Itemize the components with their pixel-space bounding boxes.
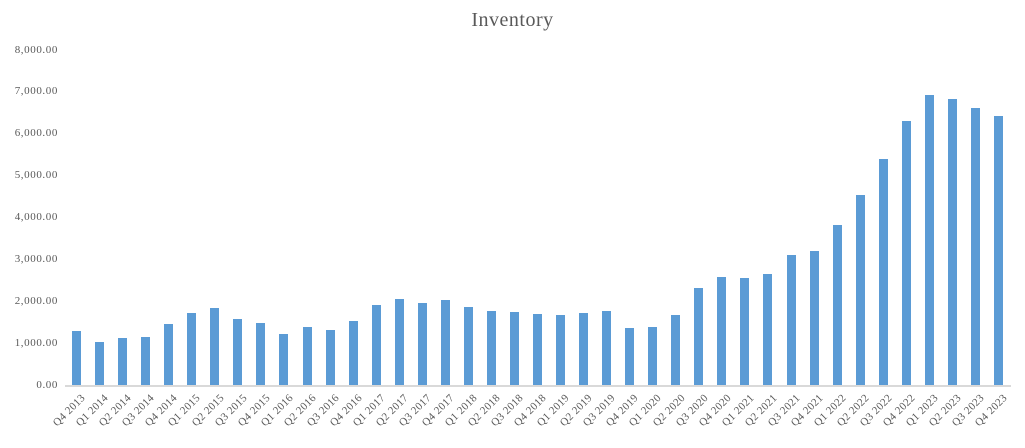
- bar-q4-2020: [717, 277, 727, 386]
- bar-q1-2016: [279, 333, 289, 386]
- bar-q3-2021: [786, 254, 796, 386]
- y-tick-label: 8,000.00: [14, 43, 58, 56]
- bar-q2-2021: [763, 274, 773, 386]
- bar-q3-2015: [233, 319, 243, 386]
- bar-q1-2015: [187, 312, 197, 386]
- bar-q2-2018: [486, 310, 496, 386]
- bar-q4-2023: [993, 116, 1003, 386]
- bar-q2-2022: [855, 195, 865, 386]
- bar-q1-2018: [463, 307, 473, 386]
- bar-q1-2023: [924, 95, 934, 386]
- bar-q1-2020: [648, 327, 658, 386]
- bar-q4-2015: [256, 323, 266, 386]
- chart-title: Inventory: [471, 9, 554, 31]
- bar-q3-2023: [970, 108, 980, 386]
- bar-q4-2013: [72, 331, 82, 386]
- bar-q2-2016: [302, 326, 312, 386]
- bar-q3-2017: [417, 302, 427, 386]
- bar-q1-2021: [740, 278, 750, 386]
- bar-q4-2021: [809, 250, 819, 386]
- bar-q3-2014: [141, 336, 151, 386]
- bar-q2-2019: [579, 313, 589, 386]
- bar-q3-2020: [694, 287, 704, 386]
- bar-q2-2023: [947, 98, 957, 386]
- bar-q2-2020: [671, 314, 681, 386]
- x-axis-line: [65, 385, 1011, 387]
- bar-q3-2016: [325, 329, 335, 386]
- bar-q3-2019: [602, 311, 612, 386]
- y-tick-label: 2,000.00: [14, 294, 58, 307]
- y-tick-label: 6,000.00: [14, 127, 58, 140]
- bar-q4-2022: [901, 120, 911, 386]
- bar-q3-2022: [878, 158, 888, 386]
- y-tick-label: 1,000.00: [14, 336, 58, 349]
- y-tick-label: 5,000.00: [14, 169, 58, 182]
- bar-q4-2014: [164, 324, 174, 386]
- bar-q2-2014: [118, 337, 128, 386]
- bar-q4-2016: [348, 321, 358, 386]
- bar-q2-2017: [394, 299, 404, 386]
- y-tick-label: 3,000.00: [14, 252, 58, 265]
- bar-q1-2017: [371, 305, 381, 386]
- bar-q4-2017: [440, 300, 450, 386]
- bar-q1-2022: [832, 224, 842, 386]
- y-tick-label: 7,000.00: [14, 85, 58, 98]
- bar-q4-2018: [533, 313, 542, 386]
- bar-q4-2019: [625, 328, 635, 386]
- bar-q1-2014: [95, 341, 105, 386]
- y-tick-label: 4,000.00: [14, 211, 58, 223]
- bar-q2-2015: [210, 308, 220, 386]
- bar-q3-2018: [509, 311, 519, 386]
- y-tick-label: 0.00: [36, 378, 58, 391]
- bar-q1-2019: [556, 315, 566, 386]
